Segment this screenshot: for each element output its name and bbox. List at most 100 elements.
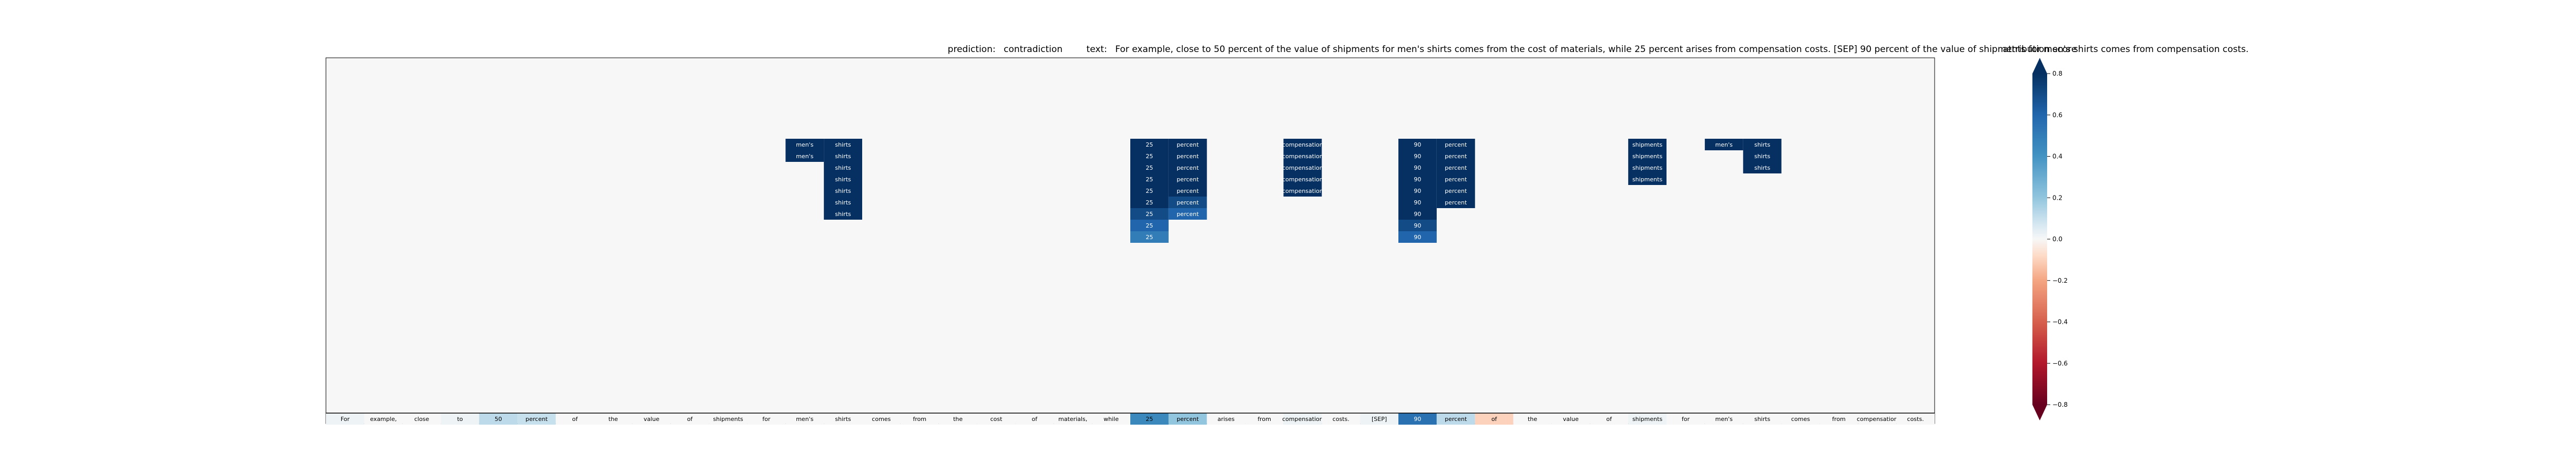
token-stack-label: 90	[1414, 188, 1421, 194]
token-stack-cell	[1283, 162, 1322, 173]
token-base-cell	[900, 413, 939, 425]
token-stack-label: 25	[1146, 222, 1153, 229]
token-stack-label: percent	[1445, 141, 1467, 148]
prediction-value: contradiction	[1004, 44, 1062, 55]
token-stack-cell	[1628, 173, 1667, 185]
token-stack-cell	[1436, 139, 1475, 150]
token-base-label: for	[1682, 416, 1690, 423]
token-stack-label: shirts	[835, 188, 851, 194]
token-stack-label: compensation	[1282, 176, 1323, 183]
token-stack-cell	[824, 162, 862, 173]
token-stack-cell	[1628, 139, 1667, 150]
token-base-cell	[632, 413, 671, 425]
token-stack-label: 25	[1146, 199, 1153, 206]
colorbar-tick-label: −0.8	[2052, 401, 2068, 408]
token-base-cell	[441, 413, 479, 425]
token-stack-cell	[1436, 197, 1475, 208]
token-base-label: shipments	[1632, 416, 1663, 423]
token-stack-cell	[1743, 139, 1782, 150]
token-base-label: of	[687, 416, 693, 423]
token-base-label: men's	[1715, 416, 1733, 423]
token-stack-label: 90	[1414, 211, 1421, 218]
token-stack-cell	[1130, 185, 1169, 197]
token-stack-cell	[785, 150, 824, 162]
token-base-cell	[1054, 413, 1092, 425]
token-base-label: of	[1491, 416, 1498, 423]
token-base-cell	[977, 413, 1016, 425]
token-stack-label: percent	[1177, 153, 1199, 160]
token-base-label: comes	[1791, 416, 1810, 423]
token-base-label: from	[1832, 416, 1846, 423]
token-stack-label: shirts	[1754, 141, 1771, 148]
token-stack-label: 90	[1414, 141, 1421, 148]
colorbar-tick-label: 0.4	[2052, 153, 2062, 160]
colorbar-gradient	[2032, 74, 2047, 405]
token-stack-label: men's	[796, 153, 813, 160]
token-stack-cell	[1168, 150, 1207, 162]
token-stack-cell	[1398, 162, 1437, 173]
token-base-cell	[1092, 413, 1130, 425]
token-stack-cell	[1704, 139, 1743, 150]
token-stack-label: percent	[1445, 164, 1467, 171]
token-base-cell	[862, 413, 901, 425]
token-stack-cell	[824, 173, 862, 185]
colorbar-tick-label: −0.2	[2052, 277, 2068, 284]
token-stack-label: 25	[1146, 211, 1153, 218]
token-base-label: example,	[370, 416, 397, 423]
token-base-label: compensation	[1857, 416, 1898, 423]
token-stack-cell	[785, 139, 824, 150]
token-stack-label: shirts	[835, 164, 851, 171]
token-stack-cell	[824, 185, 862, 197]
token-stack-label: percent	[1177, 141, 1199, 148]
token-base-label: value	[643, 416, 659, 423]
colorbar: attribution score −0.8 −0.6 −0.4 −0.2 0.0 0.2…	[2003, 44, 2077, 420]
token-base-cell	[556, 413, 594, 425]
token-stack-cell	[1283, 173, 1322, 185]
token-stack-cell	[1436, 162, 1475, 173]
token-stack-cell	[1398, 208, 1437, 220]
heatmap-cells: For example, close to 50 percent of the value of s…	[326, 139, 1935, 425]
token-stack-label: 90	[1414, 176, 1421, 183]
token-stack-label: 90	[1414, 234, 1421, 241]
token-base-cell	[1590, 413, 1629, 425]
token-stack-label: percent	[1445, 153, 1467, 160]
token-stack-cell	[1283, 185, 1322, 197]
token-base-label: 90	[1414, 416, 1421, 423]
token-base-cell	[1704, 413, 1743, 425]
token-stack-label: percent	[1177, 199, 1199, 206]
token-stack-label: 25	[1146, 164, 1153, 171]
token-base-label: shipments	[713, 416, 743, 423]
token-stack-cell	[1283, 150, 1322, 162]
token-stack-cell	[1168, 208, 1207, 220]
token-base-cell	[326, 413, 364, 425]
token-base-label: materials,	[1058, 416, 1087, 423]
token-base-cell	[364, 413, 403, 425]
token-stack-cell	[1168, 162, 1207, 173]
token-stack-cell	[1398, 150, 1437, 162]
token-stack-cell	[1743, 162, 1782, 173]
token-stack-label: percent	[1445, 176, 1467, 183]
token-stack-cell	[1130, 173, 1169, 185]
token-base-label: 25	[1146, 416, 1153, 423]
token-base-cell	[709, 413, 748, 425]
token-stack-label: percent	[1445, 188, 1467, 194]
token-base-label: costs.	[1333, 416, 1350, 423]
token-stack-label: shipments	[1632, 141, 1663, 148]
token-base-label: 50	[495, 416, 502, 423]
token-base-cell	[1207, 413, 1245, 425]
token-stack-label: 90	[1414, 199, 1421, 206]
token-base-cell	[1551, 413, 1590, 425]
token-base-label: while	[1103, 416, 1119, 423]
token-base-cell	[1628, 413, 1667, 425]
token-base-label: percent	[1177, 416, 1199, 423]
token-stack-cell	[1436, 150, 1475, 162]
token-base-cell	[1819, 413, 1858, 425]
token-base-cell	[1360, 413, 1398, 425]
token-stack-cell	[1168, 197, 1207, 208]
token-base-cell	[670, 413, 709, 425]
token-base-label: of	[1606, 416, 1612, 423]
token-stack-label: shipments	[1632, 176, 1663, 183]
token-stack-cell	[1398, 220, 1437, 231]
token-stack-cell	[1398, 185, 1437, 197]
text-label: text:	[1087, 44, 1107, 55]
